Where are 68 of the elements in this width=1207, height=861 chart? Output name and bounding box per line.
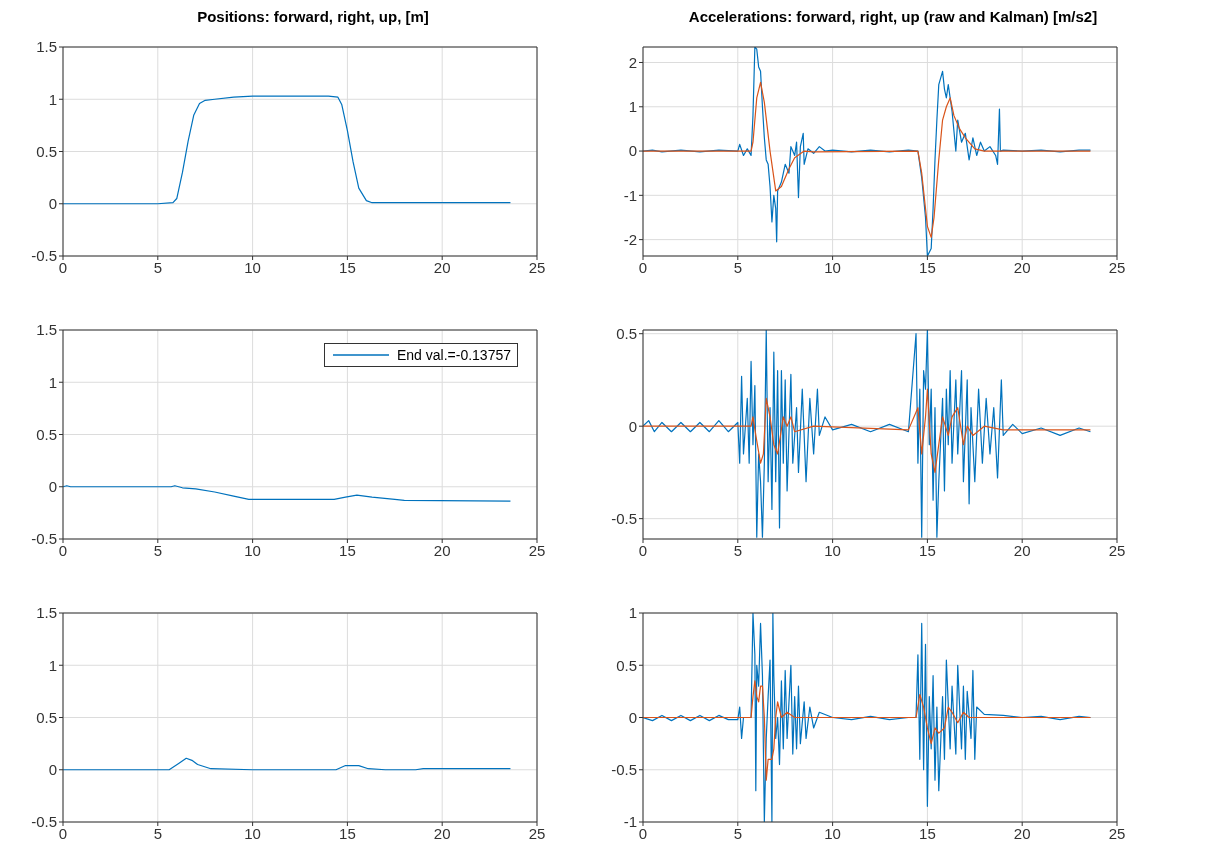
x-tick-label: 25 (528, 258, 546, 276)
x-tick-label: 15 (339, 541, 356, 559)
y-tick-label: -0.5 (611, 509, 637, 527)
y-tick-label: 1 (48, 90, 57, 108)
x-tick-label: 5 (733, 824, 742, 842)
x-tick-label: 25 (1108, 258, 1126, 276)
x-tick-label: 25 (528, 541, 546, 559)
x-tick-label: 20 (433, 258, 451, 276)
x-tick-label: 10 (824, 541, 841, 559)
line-series (643, 388, 1092, 474)
line-series (63, 757, 512, 771)
y-tick-label: 1 (48, 373, 57, 391)
line-series (63, 485, 512, 502)
y-tick-label: 1 (628, 604, 637, 622)
y-tick-label: 0 (628, 708, 637, 726)
y-tick-label: 1 (628, 98, 637, 116)
x-tick-label: 5 (153, 541, 162, 559)
y-tick-label: 1.5 (36, 604, 57, 622)
y-tick-label: 0 (48, 478, 57, 496)
x-tick-label: 10 (824, 824, 841, 842)
x-tick-label: 10 (824, 258, 841, 276)
y-tick-label: -2 (623, 230, 637, 248)
x-tick-label: 15 (339, 258, 356, 276)
y-tick-label: -0.5 (611, 761, 637, 779)
y-tick-label: 0.5 (36, 708, 57, 726)
y-tick-label: 0 (628, 417, 637, 435)
y-tick-label: 0 (48, 761, 57, 779)
y-tick-label: 0.5 (36, 425, 57, 443)
x-tick-label: 25 (1108, 824, 1126, 842)
y-tick-label: -0.5 (31, 530, 57, 548)
y-tick-label: 0.5 (616, 656, 637, 674)
chart-title: Positions: forward, right, up, [m] (196, 8, 430, 27)
y-tick-label: -1 (623, 186, 637, 204)
y-tick-label: 2 (628, 53, 637, 71)
y-tick-label: 1.5 (36, 321, 57, 339)
x-tick-label: 15 (919, 541, 936, 559)
y-tick-label: 0 (48, 195, 57, 213)
y-tick-label: 1 (48, 656, 57, 674)
x-tick-label: 20 (1013, 258, 1031, 276)
x-tick-label: 25 (1108, 541, 1126, 559)
y-tick-label: 1.5 (36, 38, 57, 56)
y-tick-label: -0.5 (31, 813, 57, 831)
x-tick-label: 20 (1013, 541, 1031, 559)
legend-label: End val.=-0.13757 (396, 347, 511, 363)
line-series (643, 680, 1092, 781)
x-tick-label: 15 (339, 824, 356, 842)
x-tick-label: 5 (733, 541, 742, 559)
y-tick-label: -1 (623, 813, 637, 831)
x-tick-label: 20 (1013, 824, 1031, 842)
x-tick-label: 5 (153, 258, 162, 276)
x-tick-label: 20 (433, 541, 451, 559)
x-tick-label: 10 (244, 258, 261, 276)
line-series (643, 330, 1092, 538)
chart-title: Accelerations: forward, right, up (raw and Kalman) [m/s2] (687, 8, 1099, 27)
line-series (63, 95, 512, 205)
x-tick-label: 5 (733, 258, 742, 276)
x-tick-label: 10 (244, 541, 261, 559)
x-tick-label: 20 (433, 824, 451, 842)
x-tick-label: 15 (919, 824, 936, 842)
line-series (643, 81, 1092, 238)
x-tick-label: 25 (528, 824, 546, 842)
y-tick-label: 0.5 (616, 325, 637, 343)
x-tick-label: 10 (244, 824, 261, 842)
x-tick-label: 5 (153, 824, 162, 842)
x-tick-label: 15 (919, 258, 936, 276)
y-tick-label: 0 (628, 142, 637, 160)
y-tick-label: 0.5 (36, 142, 57, 160)
y-tick-label: -0.5 (31, 247, 57, 265)
